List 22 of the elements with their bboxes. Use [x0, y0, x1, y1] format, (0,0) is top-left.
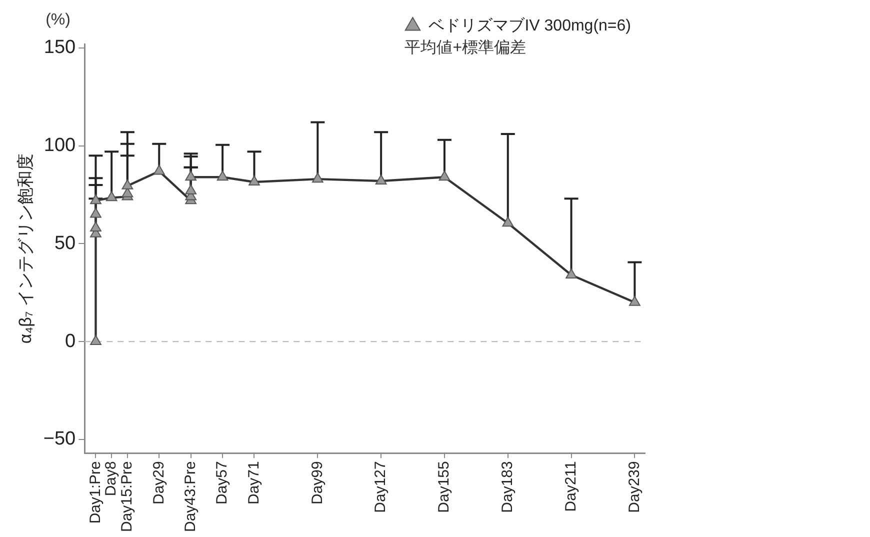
x-tick-label: Day155 — [436, 461, 453, 513]
x-tick-label: Day127 — [372, 461, 390, 513]
y-tick-label: 50 — [54, 232, 76, 254]
x-tick-label: Day183 — [499, 461, 516, 513]
y-tick-label: 100 — [44, 135, 76, 156]
text: (%) — [46, 11, 70, 28]
x-tick-label: Day211 — [562, 461, 580, 512]
annotation: 平均値+標準偏差 — [404, 38, 526, 56]
x-tick-label: Day29 — [150, 461, 168, 504]
x-tick-label: Day43:Pre — [182, 461, 199, 532]
y-axis-title: α₄β₇ インテグリン飽和度 — [16, 154, 35, 344]
x-tick-label: Day57 — [214, 461, 231, 504]
x-tick-label: Day1:Pre — [86, 461, 104, 524]
y-tick-label: −50 — [43, 428, 76, 450]
x-tick-label: Day15:Pre — [118, 461, 136, 532]
legend-label: ベドリズマブIV 300mg(n=6) — [428, 16, 631, 34]
y-tick-label: 0 — [65, 330, 76, 352]
x-tick-label: Day8 — [102, 461, 120, 496]
y-tick-label: 150 — [44, 37, 76, 58]
x-tick-label: Day239 — [626, 461, 643, 513]
x-tick-label: Day99 — [308, 461, 326, 504]
x-tick-label: Day71 — [245, 461, 262, 504]
